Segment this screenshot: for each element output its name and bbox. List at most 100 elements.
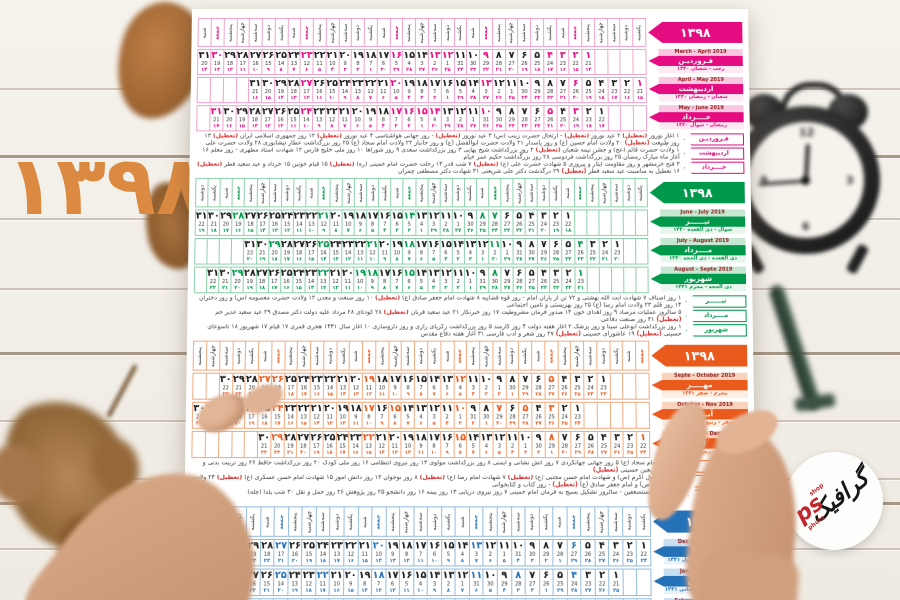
hijri-range-label: رجب - شعبان ۱۴۴۰: [658, 65, 743, 73]
jalali-day-number: ۷: [508, 49, 515, 61]
clock-numeral-12: 12: [799, 126, 815, 139]
hijri-range-label: محرم - صفر ۱۴۴۱: [661, 390, 748, 398]
jalali-day-number: ۲: [626, 540, 633, 552]
day-cell: ۱۸ 7 ۱۳: [370, 569, 386, 596]
hijri-range-label: ذی القعده - ذی الحجه ۱۴۴۰: [660, 255, 746, 263]
jalali-day-number: ۵: [534, 49, 541, 61]
jalali-day-number: ۲۳: [330, 540, 343, 552]
day-cell: ۱۶ 6 ۲: [402, 106, 415, 131]
jalali-day-number: ۳۱: [207, 267, 220, 279]
hijri-day-number: ۱: [445, 95, 450, 102]
jalali-day-number: ۳۱: [198, 49, 211, 61]
weekday-cell: یکشنبه: [363, 18, 377, 46]
jalali-day-number: ۱۱: [470, 569, 483, 582]
hijri-day-number: ۱۹: [313, 449, 320, 456]
hijri-day-number: ۱۰: [328, 95, 336, 102]
jalali-day-number: ۲۵: [284, 373, 297, 386]
empty-cell: [633, 106, 647, 131]
hijri-day-number: ۳۰: [491, 256, 498, 263]
day-cell: ۲۲ 12 ۱۶: [343, 540, 358, 566]
weekday-cell: سه‌شنبه: [583, 341, 597, 370]
holiday-marker: (تعطیل): [592, 465, 619, 474]
day-cell: ۲۴ 14 ۹: [337, 77, 351, 103]
weekday-label: دوشنبه: [444, 24, 451, 41]
weekday-cell: دوشنبه: [622, 178, 635, 207]
day-cell: ۱۴ 5 ۷: [400, 402, 415, 428]
weekday-cell: سه‌شنبه: [338, 18, 352, 46]
day-cell: ۳۰ 21 ۲۱: [218, 267, 231, 293]
hijri-day-number: ۱۸: [210, 227, 217, 234]
day-cell: ۱۷ 8 ۱۰: [361, 402, 375, 428]
jalali-day-number: ۲۲: [305, 210, 318, 222]
day-cell: ۷ 29 ۲۹: [518, 373, 532, 399]
weekday-label: چهارشنبه: [501, 510, 508, 533]
jalali-day-number: ۱۷: [390, 106, 403, 118]
month-label: May - June 2019 خــــرداد رمضان - شوال ۱۴۴…: [649, 105, 744, 131]
jalali-day-number: ۲۷: [293, 238, 306, 251]
hijri-day-number: ۱۸: [287, 391, 294, 398]
days-grid: ۱ 22 ۱۸ ۲ 23 ۱۹ ۳ 24 ۲۰ ۴ 25 ۲۱ ۵ 26 ۲۲ ۶ 27 ۲۳ ۷ 28 ۲۴ ۸ 29 ۲۵…: [194, 209, 649, 236]
hijri-day-number: ۱۶: [624, 95, 631, 102]
day-cell: ۵ 27 ۲۵: [524, 267, 538, 293]
day-cell: ۲۶ 17 ۱۵: [304, 238, 317, 264]
jalali-day-number: ۸: [543, 540, 550, 552]
weekday-label: سه‌شنبه: [431, 23, 438, 42]
jalali-day-number: ۲۲: [354, 238, 367, 251]
jalali-day-number: ۲۵: [326, 77, 339, 90]
hijri-day-number: ۱۷: [333, 557, 340, 565]
jalali-day-number: ۱۲: [454, 106, 467, 118]
hijri-day-number: ۲۱: [528, 227, 535, 234]
jalali-day-number: ۱۶: [390, 267, 403, 279]
weekday-label: چهارشنبه: [430, 181, 437, 204]
jalali-day-number: ۸: [515, 569, 522, 582]
day-cell: ۲۳ 14 ۱۶: [348, 431, 362, 458]
jalali-day-number: ۲۸: [236, 49, 249, 61]
day-cell: ۲۶ 15 ۲۱: [259, 569, 274, 596]
jalali-day-number: ۶: [574, 431, 581, 444]
weekday-label: چهارشنبه: [601, 181, 608, 204]
day-cell: ۱۸ 10 ۱۱: [374, 373, 389, 399]
weekday-cell: جمعه: [231, 178, 245, 207]
holiday-marker: (تعطیل): [419, 474, 446, 482]
jalali-day-number: ۹: [534, 77, 541, 90]
jalali-day-number: ۱۸: [376, 373, 389, 386]
hijri-day-number: ۲۴: [565, 256, 572, 263]
hijri-day-number: ۷: [346, 227, 350, 234]
weekday-label: جمعه: [278, 514, 285, 529]
hijri-day-number: ۵: [502, 557, 506, 565]
day-cell: ۵ 27 ۲۷: [544, 373, 558, 399]
hijri-day-number: ۲۳: [521, 123, 528, 130]
day-cell: ۱۸ 7 ۱: [363, 49, 377, 74]
jalali-day-number: ۶: [570, 540, 577, 552]
jalali-day-number: ۲۴: [329, 238, 342, 251]
hijri-day-number: ۲۸: [535, 391, 542, 398]
empty-cell: [230, 431, 245, 458]
jalali-day-number: ۱۶: [441, 431, 454, 444]
jalali-day-number: ۱۴: [428, 569, 441, 582]
weekday-cell: دوشنبه: [524, 507, 539, 536]
hijri-day-number: ۲۹: [574, 449, 581, 456]
jalali-day-number: ۱۶: [403, 106, 415, 118]
hijri-day-number: ۱۳: [389, 557, 396, 565]
hijri-day-number: ۱۸: [534, 66, 541, 73]
hijri-day-number: ۱: [419, 227, 424, 234]
weekday-label: جمعه: [320, 185, 328, 200]
day-cell: ۶ 28 ۲۹: [505, 402, 519, 428]
weekday-cell: پنجشنبه: [329, 178, 342, 207]
day-cell: ۱۱ 1 ۵: [496, 540, 511, 566]
hijri-day-number: ۵: [317, 66, 322, 73]
weekday-label: جمعه: [457, 348, 464, 363]
hijri-range-label: شعبان - رمضان ۱۴۴۰: [658, 94, 744, 102]
day-cell: ۴ 26 ۲۷: [531, 402, 545, 428]
jalali-day-number: ۲۱: [317, 210, 330, 222]
jalali-day-number: ۱۹: [358, 569, 371, 582]
hijri-day-number: ۲۱: [221, 285, 229, 292]
day-cell: ۱۰ 2 ۳: [479, 373, 493, 399]
day-cell: ۱۲ 4 ۵: [453, 373, 467, 399]
weekday-label: جمعه: [274, 348, 282, 363]
jalali-day-number: ۳۰: [207, 210, 220, 222]
weekday-cell: چهارشنبه: [594, 507, 609, 536]
hijri-day-number: ۱: [510, 391, 514, 398]
empty-cell: [217, 431, 232, 458]
day-cell: ۲ 24 ۲۲: [561, 267, 575, 293]
